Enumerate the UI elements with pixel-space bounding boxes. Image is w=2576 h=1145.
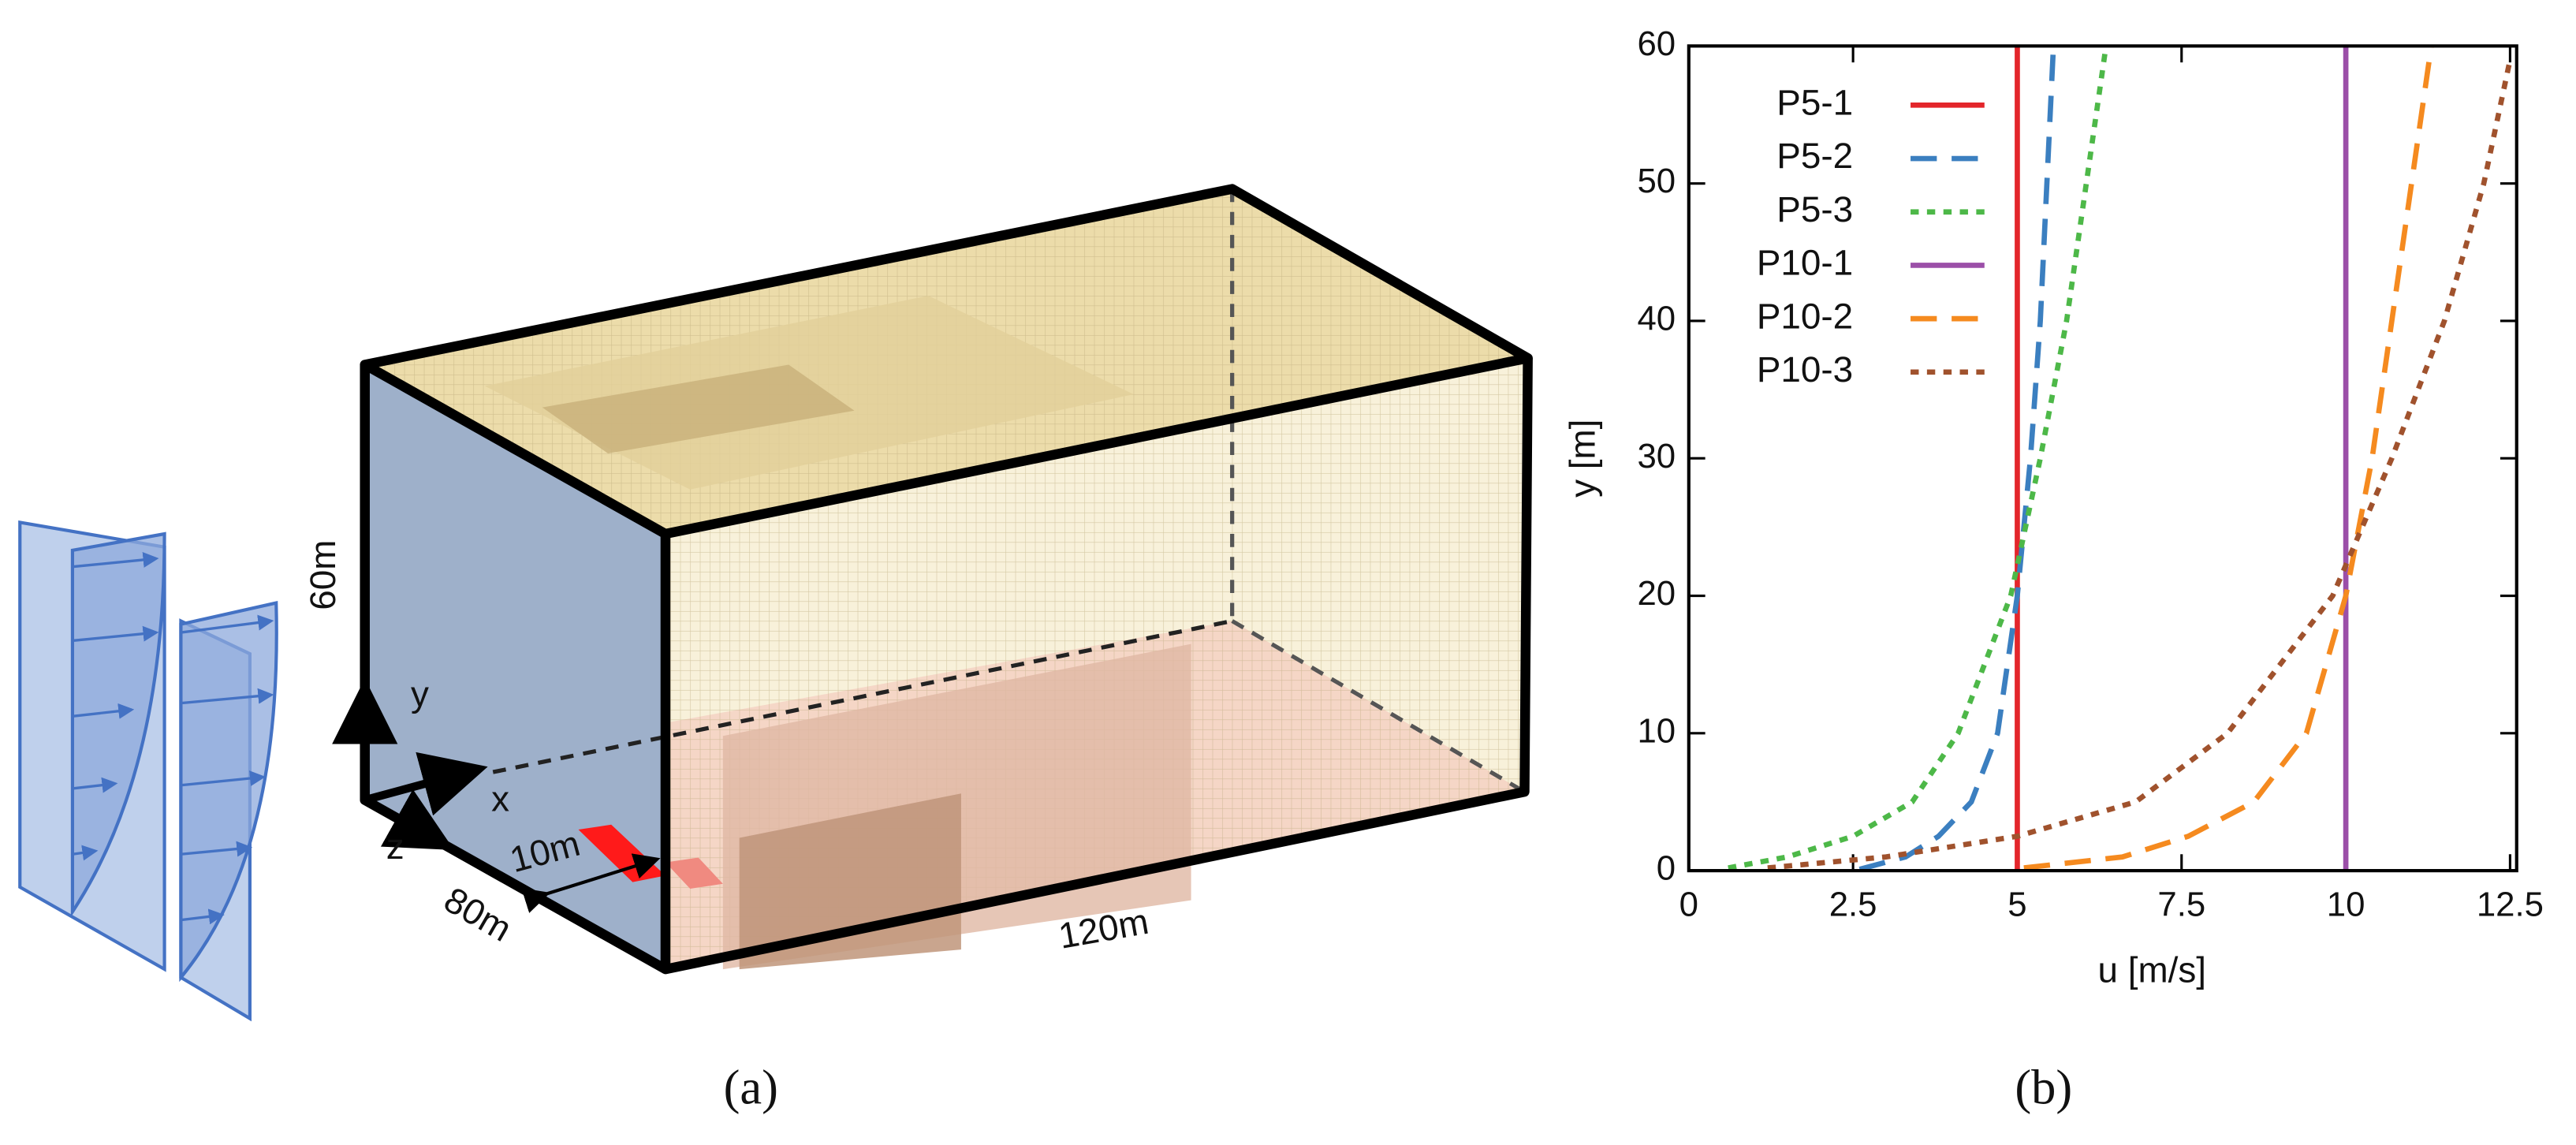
chart: 0 2.5 5 7.5 10 12.5 0 10 20 30 40 50 60 u [m/s] y [m] P… bbox=[1563, 24, 2544, 990]
width-label: 80m bbox=[438, 879, 519, 949]
x-axis-label: u [m/s] bbox=[2098, 949, 2207, 990]
legend-label: P10-1 bbox=[1757, 243, 1853, 283]
line bbox=[2023, 45, 2434, 871]
x-tick-label: 2.5 bbox=[1829, 885, 1877, 923]
axis-y-label: y bbox=[411, 673, 429, 714]
domain-box bbox=[332, 184, 1533, 975]
y-tick-label: 10 bbox=[1637, 711, 1676, 750]
legend-label: P5-3 bbox=[1776, 189, 1853, 229]
y-tick-label: 20 bbox=[1637, 574, 1676, 613]
caption: (a) bbox=[724, 1060, 778, 1115]
x-tick-label: 10 bbox=[2327, 885, 2365, 923]
y-tick-label: 50 bbox=[1637, 162, 1676, 200]
y-axis-label: y [m] bbox=[1563, 420, 1603, 498]
inlet-profiles bbox=[18, 520, 278, 1022]
y-tick-label: 0 bbox=[1657, 849, 1676, 888]
x-tick-label: 0 bbox=[1679, 885, 1698, 923]
legend-label: P5-1 bbox=[1776, 82, 1853, 122]
y-tick-label: 30 bbox=[1637, 437, 1676, 476]
axis-x-label: x bbox=[491, 779, 509, 819]
x-tick-label: 7.5 bbox=[2157, 885, 2205, 923]
legend-label: P10-2 bbox=[1757, 296, 1853, 336]
line bbox=[1728, 45, 2109, 871]
plot-frame bbox=[1687, 44, 2518, 873]
y-tick-label: 60 bbox=[1637, 24, 1676, 63]
axis-z-label: z bbox=[386, 826, 404, 867]
height-label: 60m bbox=[303, 540, 343, 610]
line bbox=[1858, 46, 2056, 872]
y-tick-label: 40 bbox=[1637, 299, 1676, 338]
legend-label: P5-2 bbox=[1776, 136, 1853, 176]
caption: (b) bbox=[2015, 1060, 2072, 1115]
x-tick-label: 5 bbox=[2007, 885, 2026, 923]
x-tick-label: 12.5 bbox=[2477, 885, 2544, 923]
line bbox=[1767, 59, 2513, 871]
legend-label: P10-3 bbox=[1757, 349, 1853, 390]
